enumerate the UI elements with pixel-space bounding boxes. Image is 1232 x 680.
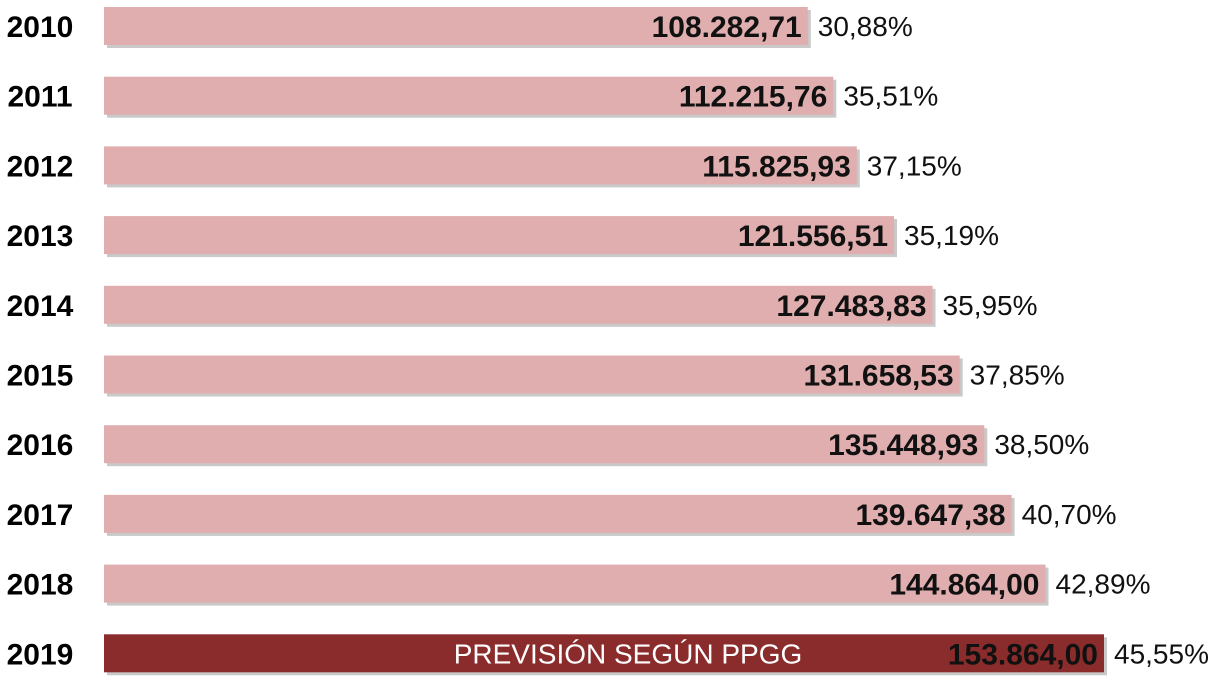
value-label: 144.864,00 (889, 569, 1039, 602)
percent-label: 37,15% (867, 150, 962, 181)
bar (104, 216, 895, 255)
bar (104, 494, 1012, 533)
percent-label: 37,85% (970, 360, 1065, 391)
percent-label: 35,19% (904, 220, 999, 251)
year-label: 2011 (7, 81, 72, 114)
percent-label: 30,88% (818, 11, 913, 42)
year-label: 2013 (7, 220, 74, 253)
bar (104, 564, 1046, 603)
year-label: 2014 (7, 290, 74, 323)
bar (104, 76, 834, 115)
year-label: 2015 (7, 360, 74, 393)
year-label: 2012 (7, 150, 74, 183)
percent-label: 38,50% (994, 429, 1089, 460)
year-label: 2017 (7, 499, 74, 532)
value-label: 112.215,76 (679, 81, 828, 114)
year-label: 2016 (7, 429, 74, 462)
value-label: 131.658,53 (804, 360, 954, 393)
percent-label: 45,55% (1114, 638, 1209, 669)
year-label: 2018 (7, 569, 74, 602)
value-label: 139.647,38 (855, 499, 1005, 532)
value-label: 135.448,93 (828, 429, 978, 462)
value-label: 153.864,00 (948, 638, 1098, 671)
year-label: 2019 (7, 638, 74, 671)
bar (104, 634, 1104, 673)
bar (104, 7, 808, 45)
bar (104, 146, 857, 185)
percent-label: 42,89% (1056, 569, 1151, 600)
forecast-note: PREVISIÓN SEGÚN PPGG (454, 638, 803, 669)
bar (104, 355, 960, 394)
percent-label: 35,95% (943, 290, 1038, 321)
percent-label: 40,70% (1022, 499, 1117, 530)
value-label: 127.483,83 (776, 290, 926, 323)
value-label: 121.556,51 (738, 220, 888, 253)
value-label: 108.282,71 (652, 11, 802, 44)
bar (104, 425, 985, 464)
percent-label: 35,51% (843, 81, 938, 112)
value-label: 115.825,93 (702, 150, 851, 183)
bar (104, 285, 933, 324)
year-label: 2010 (7, 11, 74, 44)
